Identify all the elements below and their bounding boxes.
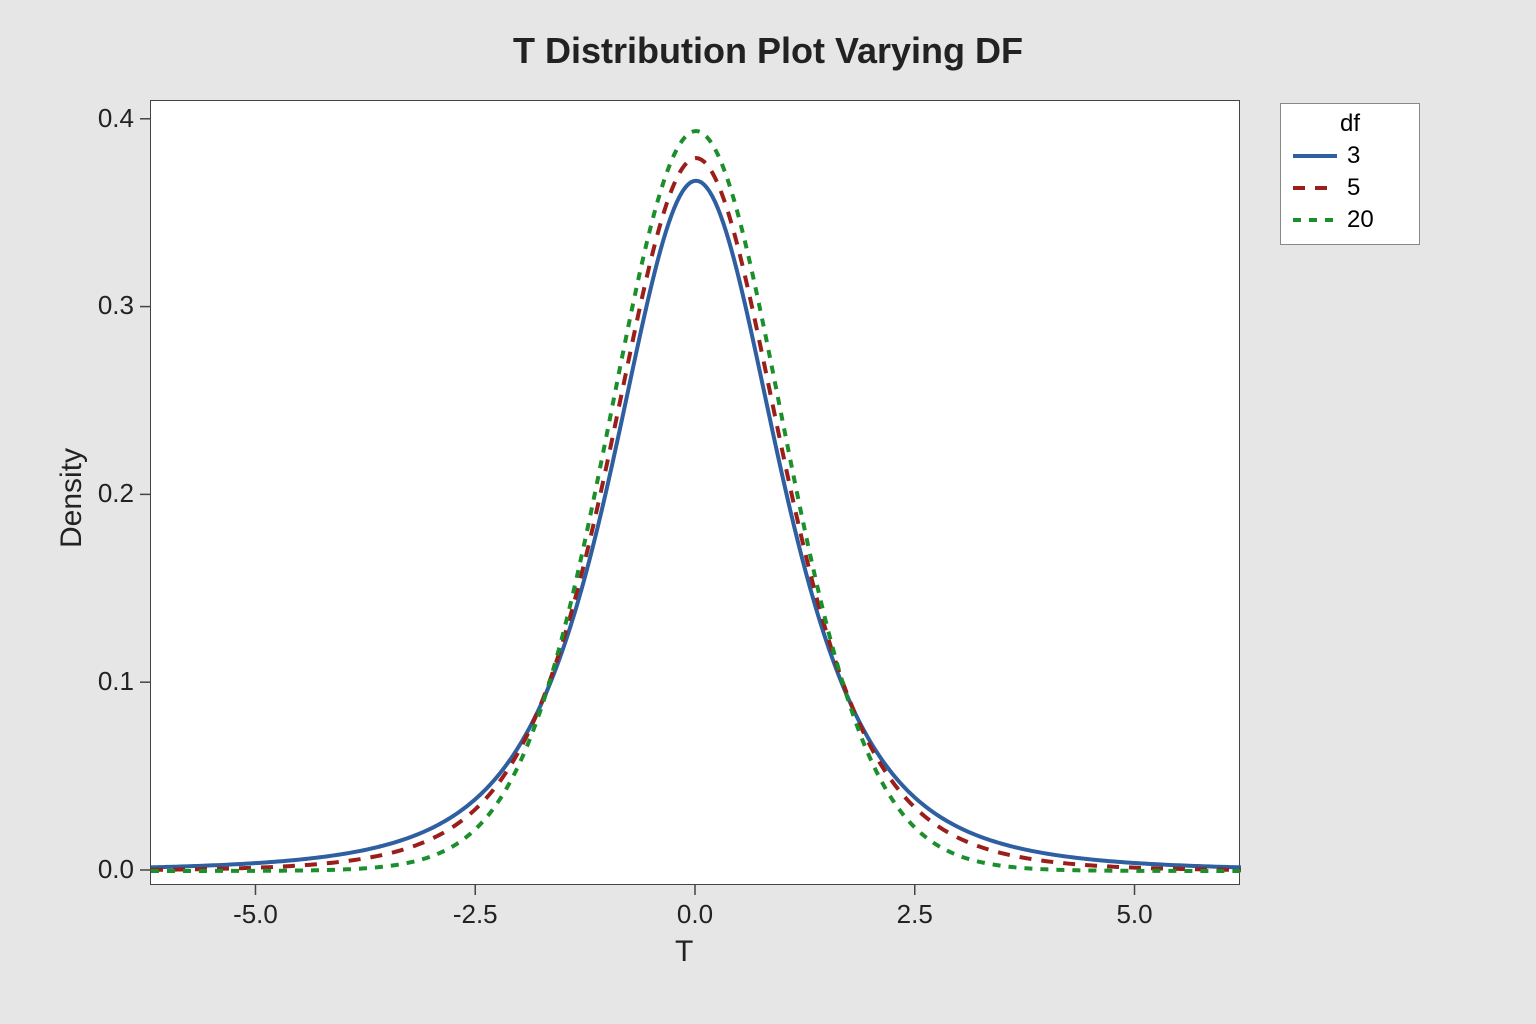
legend: df 3 5 20 (1280, 103, 1420, 245)
x-tick-label: 0.0 (655, 899, 735, 930)
x-axis-label: T (675, 935, 693, 969)
legend-item-df20: 20 (1293, 206, 1407, 234)
y-tick-label: 0.0 (98, 854, 134, 885)
legend-label: 20 (1347, 206, 1374, 234)
y-tick-label: 0.3 (98, 290, 134, 321)
x-tick-label: -2.5 (435, 899, 515, 930)
x-tick-label: 5.0 (1095, 899, 1175, 930)
y-tick-label: 0.1 (98, 666, 134, 697)
x-tick-label: -5.0 (215, 899, 295, 930)
x-tick-label: 2.5 (875, 899, 955, 930)
y-tick-label: 0.2 (98, 478, 134, 509)
legend-swatch (1293, 178, 1337, 198)
y-axis-label: Density (55, 447, 89, 547)
legend-swatch (1293, 146, 1337, 166)
legend-item-df3: 3 (1293, 142, 1407, 170)
legend-item-df5: 5 (1293, 174, 1407, 202)
legend-swatch (1293, 210, 1337, 230)
y-tick-label: 0.4 (98, 103, 134, 134)
legend-title: df (1293, 110, 1407, 138)
legend-label: 5 (1347, 174, 1360, 202)
legend-label: 3 (1347, 142, 1360, 170)
